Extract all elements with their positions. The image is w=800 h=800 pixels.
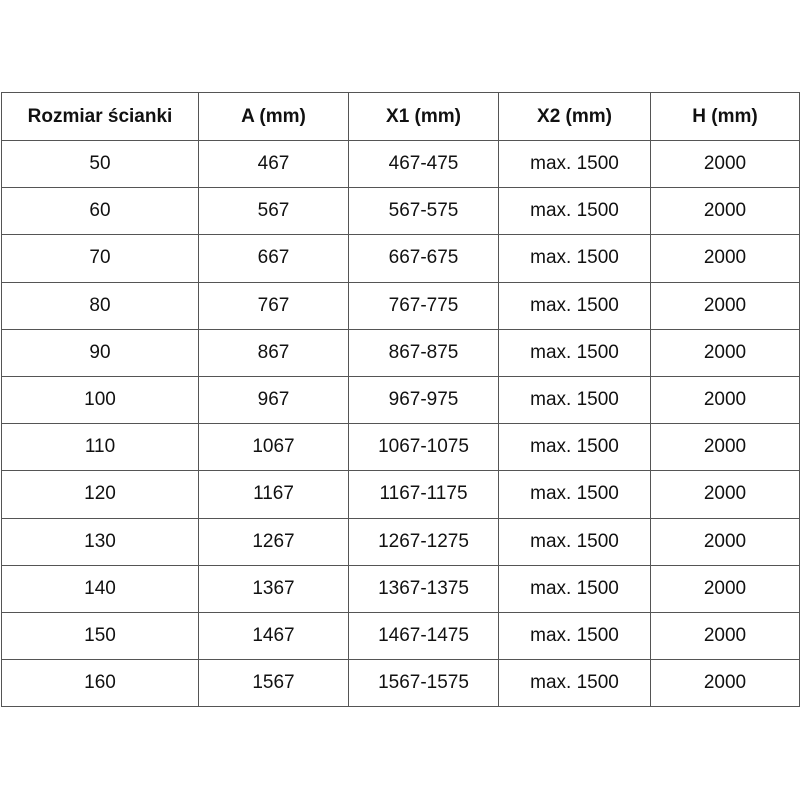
table-cell: 1567	[198, 659, 349, 708]
header-cell: Rozmiar ścianki	[1, 92, 199, 141]
size-table: Rozmiar ścianki A (mm) X1 (mm) X2 (mm) H (mm…	[1, 92, 800, 708]
table-cell: 567	[198, 187, 349, 236]
table-cell: 50	[1, 139, 199, 189]
table-cell: max. 1500	[498, 564, 651, 613]
table-cell: 1167	[198, 470, 349, 519]
table-cell: 467-475	[348, 139, 499, 189]
table-cell: 100	[1, 375, 199, 425]
table-cell: 120	[1, 470, 199, 519]
table-cell: 80	[1, 281, 199, 330]
table-row: 110 1067 1067-1075 max. 1500 2000	[1, 423, 800, 472]
table-cell: 1367-1375	[348, 564, 499, 613]
header-cell: X2 (mm)	[498, 92, 651, 141]
table-cell: 160	[1, 659, 199, 708]
table-cell: 60	[1, 187, 199, 236]
table-cell: 130	[1, 517, 199, 566]
table-cell: 2000	[650, 281, 800, 330]
table-row: 140 1367 1367-1375 max. 1500 2000	[1, 564, 800, 613]
table-row: 70 667 667-675 max. 1500 2000	[1, 234, 800, 283]
table-row: 120 1167 1167-1175 max. 1500 2000	[1, 470, 800, 519]
table-cell: 667	[198, 234, 349, 283]
table-cell: max. 1500	[498, 659, 651, 708]
table-cell: 2000	[650, 659, 800, 708]
table-row: 100 967 967-975 max. 1500 2000	[1, 375, 800, 425]
table-cell: 2000	[650, 564, 800, 613]
table-row: 90 867 867-875 max. 1500 2000	[1, 328, 800, 377]
table-cell: max. 1500	[498, 328, 651, 377]
table-cell: 1467-1475	[348, 611, 499, 661]
table-cell: 767-775	[348, 281, 499, 330]
table-cell: max. 1500	[498, 234, 651, 283]
table-cell: 1367	[198, 564, 349, 613]
table-cell: 1567-1575	[348, 659, 499, 708]
table-cell: max. 1500	[498, 375, 651, 425]
table-cell: max. 1500	[498, 517, 651, 566]
table-cell: 567-575	[348, 187, 499, 236]
table-cell: 667-675	[348, 234, 499, 283]
table-cell: 1167-1175	[348, 470, 499, 519]
table-cell: 140	[1, 564, 199, 613]
header-row: Rozmiar ścianki A (mm) X1 (mm) X2 (mm) H (mm…	[1, 92, 800, 141]
table-cell: 2000	[650, 328, 800, 377]
table-cell: max. 1500	[498, 470, 651, 519]
table-row: 160 1567 1567-1575 max. 1500 2000	[1, 659, 800, 708]
table-cell: 1267-1275	[348, 517, 499, 566]
table-cell: 2000	[650, 517, 800, 566]
header-cell: A (mm)	[198, 92, 349, 141]
table-cell: 967-975	[348, 375, 499, 425]
table-cell: 2000	[650, 470, 800, 519]
table-cell: max. 1500	[498, 281, 651, 330]
table-row: 150 1467 1467-1475 max. 1500 2000	[1, 611, 800, 661]
table-row: 80 767 767-775 max. 1500 2000	[1, 281, 800, 330]
table-row: 60 567 567-575 max. 1500 2000	[1, 187, 800, 236]
table-cell: 1267	[198, 517, 349, 566]
table-cell: max. 1500	[498, 139, 651, 189]
table-cell: max. 1500	[498, 423, 651, 472]
header-cell: X1 (mm)	[348, 92, 499, 141]
table-cell: max. 1500	[498, 187, 651, 236]
table-cell: 2000	[650, 611, 800, 661]
table-cell: 1067-1075	[348, 423, 499, 472]
table-cell: 467	[198, 139, 349, 189]
table-cell: 2000	[650, 139, 800, 189]
table-cell: 2000	[650, 423, 800, 472]
table-cell: 1467	[198, 611, 349, 661]
header-cell: H (mm)	[650, 92, 800, 141]
table-cell: 967	[198, 375, 349, 425]
table-cell: 2000	[650, 234, 800, 283]
table-cell: 110	[1, 423, 199, 472]
table-cell: 90	[1, 328, 199, 377]
table-cell: 867-875	[348, 328, 499, 377]
table-cell: 1067	[198, 423, 349, 472]
table-cell: 2000	[650, 375, 800, 425]
table-cell: max. 1500	[498, 611, 651, 661]
table-cell: 767	[198, 281, 349, 330]
table-row: 50 467 467-475 max. 1500 2000	[1, 139, 800, 189]
table-body: 50 467 467-475 max. 1500 2000 60 567 567-575 max…	[1, 139, 800, 708]
table-cell: 867	[198, 328, 349, 377]
table-cell: 2000	[650, 187, 800, 236]
table-cell: 150	[1, 611, 199, 661]
table-cell: 70	[1, 234, 199, 283]
table-row: 130 1267 1267-1275 max. 1500 2000	[1, 517, 800, 566]
